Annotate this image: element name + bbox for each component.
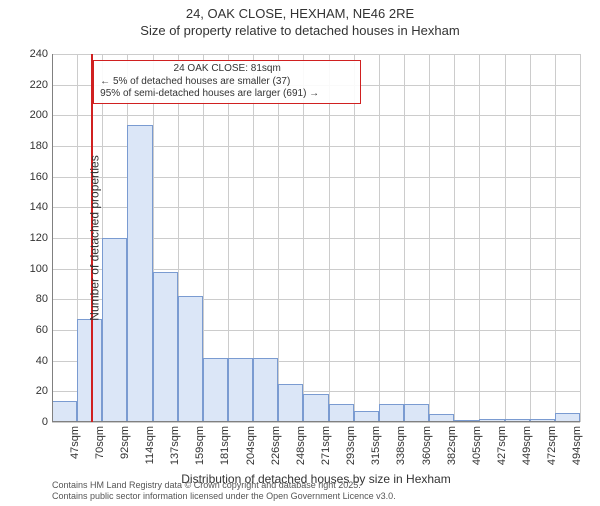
gridline-v xyxy=(379,54,380,422)
annotation-line: 24 OAK CLOSE: 81sqm xyxy=(100,63,354,76)
ytick-label: 240 xyxy=(8,48,48,60)
xtick-label: 92sqm xyxy=(119,426,131,459)
xtick-label: 114sqm xyxy=(144,426,156,464)
xtick-label: 293sqm xyxy=(345,426,357,465)
gridline-v xyxy=(555,54,556,422)
annotation-line: 95% of semi-detached houses are larger (… xyxy=(100,88,354,101)
ytick-label: 180 xyxy=(8,140,48,152)
gridline-h xyxy=(52,115,580,116)
histogram-bar xyxy=(127,125,152,422)
xtick-label: 137sqm xyxy=(169,426,181,465)
ytick-label: 220 xyxy=(8,79,48,91)
chart-title: 24, OAK CLOSE, HEXHAM, NE46 2RE xyxy=(0,6,600,21)
histogram-bar xyxy=(278,384,303,422)
gridline-v xyxy=(530,54,531,422)
footer-line-1: Contains HM Land Registry data © Crown c… xyxy=(52,480,396,491)
gridline-v xyxy=(404,54,405,422)
gridline-h xyxy=(52,54,580,55)
xtick-label: 427sqm xyxy=(496,426,508,465)
xtick-label: 226sqm xyxy=(270,426,282,465)
xtick-label: 360sqm xyxy=(421,426,433,465)
x-axis-line xyxy=(52,421,580,422)
histogram-bar xyxy=(178,296,203,422)
gridline-v xyxy=(429,54,430,422)
ytick-label: 160 xyxy=(8,171,48,183)
histogram-bar xyxy=(52,401,77,422)
histogram-bar xyxy=(228,358,253,422)
ytick-label: 40 xyxy=(8,355,48,367)
xtick-label: 248sqm xyxy=(295,426,307,465)
xtick-label: 382sqm xyxy=(446,426,458,465)
ytick-label: 120 xyxy=(8,232,48,244)
gridline-v xyxy=(580,54,581,422)
y-axis-label: Number of detached properties xyxy=(88,155,102,320)
gridline-v xyxy=(454,54,455,422)
histogram-bar xyxy=(404,404,429,422)
ytick-label: 140 xyxy=(8,201,48,213)
xtick-label: 449sqm xyxy=(521,426,533,465)
gridline-v xyxy=(479,54,480,422)
xtick-label: 204sqm xyxy=(245,426,257,465)
ytick-label: 200 xyxy=(8,109,48,121)
gridline-v xyxy=(354,54,355,422)
ytick-label: 60 xyxy=(8,324,48,336)
xtick-label: 472sqm xyxy=(546,426,558,465)
gridline-v xyxy=(505,54,506,422)
histogram-bar xyxy=(102,238,127,422)
ytick-label: 0 xyxy=(8,416,48,428)
gridline-h xyxy=(52,422,580,423)
ytick-label: 80 xyxy=(8,293,48,305)
xtick-label: 271sqm xyxy=(320,426,332,465)
plot-region: 02040608010012014016018020022024047sqm70… xyxy=(52,54,580,422)
annotation-box: 24 OAK CLOSE: 81sqm← 5% of detached hous… xyxy=(93,60,361,104)
xtick-label: 338sqm xyxy=(395,426,407,465)
annotation-line: ← 5% of detached houses are smaller (37) xyxy=(100,76,354,89)
xtick-label: 494sqm xyxy=(571,426,583,465)
xtick-label: 159sqm xyxy=(194,426,206,465)
histogram-bar xyxy=(329,404,354,422)
gridline-v xyxy=(278,54,279,422)
gridline-v xyxy=(303,54,304,422)
xtick-label: 70sqm xyxy=(94,426,106,459)
xtick-label: 181sqm xyxy=(219,426,231,465)
chart-subtitle: Size of property relative to detached ho… xyxy=(0,23,600,38)
ytick-label: 100 xyxy=(8,263,48,275)
histogram-bar xyxy=(303,394,328,422)
histogram-bar xyxy=(253,358,278,422)
histogram-bar xyxy=(153,272,178,422)
footer-line-2: Contains public sector information licen… xyxy=(52,491,396,502)
histogram-bar xyxy=(203,358,228,422)
ytick-label: 20 xyxy=(8,385,48,397)
xtick-label: 47sqm xyxy=(69,426,81,459)
y-axis-line xyxy=(52,54,53,422)
histogram-bar xyxy=(379,404,404,422)
xtick-label: 405sqm xyxy=(471,426,483,465)
gridline-v xyxy=(329,54,330,422)
xtick-label: 315sqm xyxy=(370,426,382,465)
footer-attribution: Contains HM Land Registry data © Crown c… xyxy=(52,480,396,502)
chart-area: 02040608010012014016018020022024047sqm70… xyxy=(52,54,580,422)
